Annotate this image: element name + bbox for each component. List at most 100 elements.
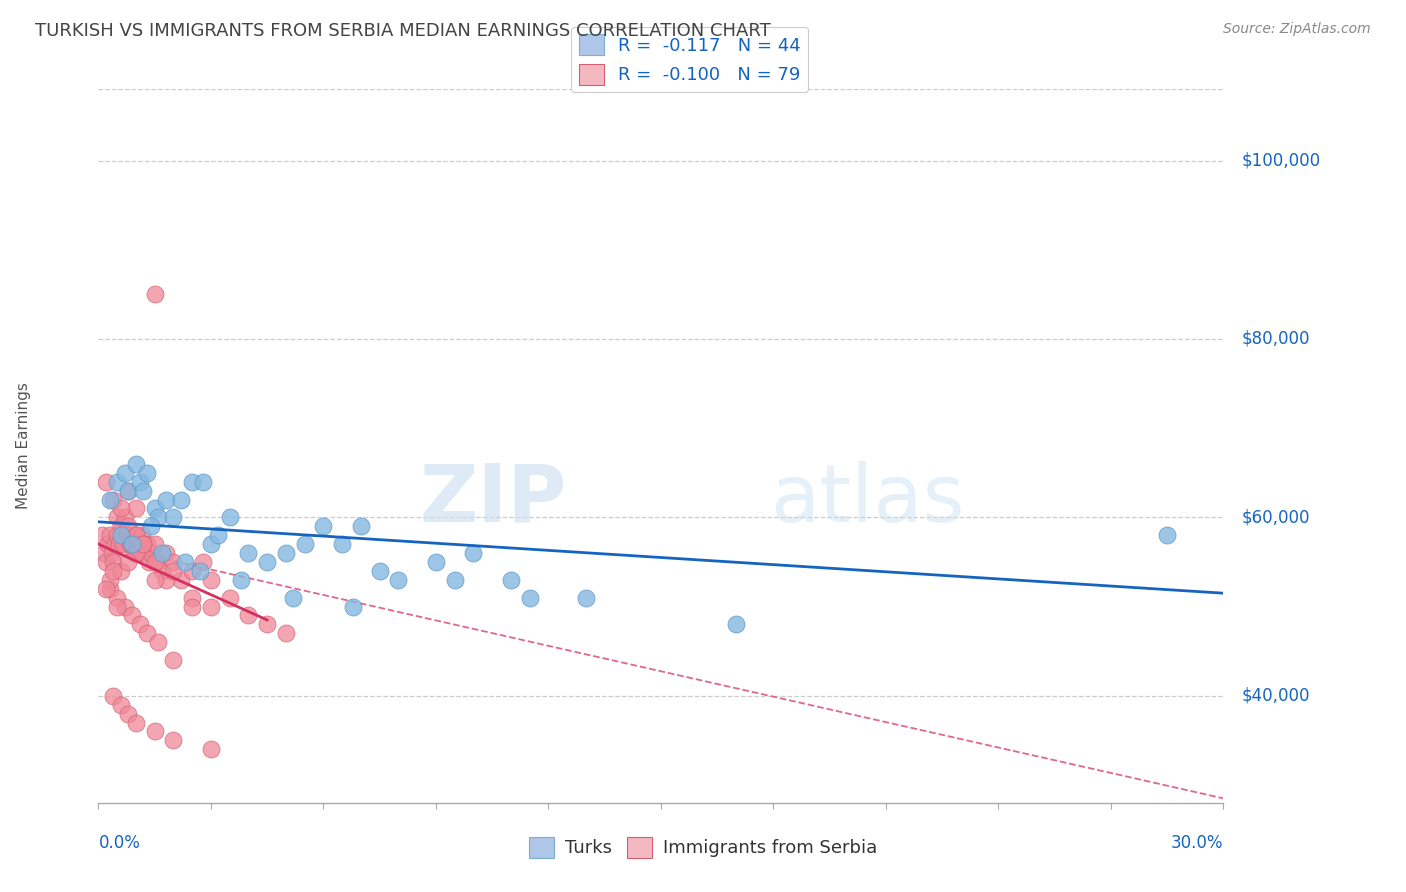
Point xyxy=(218,591,240,605)
Point xyxy=(110,564,132,578)
Point xyxy=(575,591,598,605)
Point xyxy=(162,555,184,569)
Point xyxy=(117,519,139,533)
Point xyxy=(105,591,128,605)
Point xyxy=(218,510,240,524)
Point xyxy=(110,698,132,712)
Point xyxy=(200,742,222,756)
Point xyxy=(143,724,166,739)
Point xyxy=(127,537,149,551)
Point xyxy=(256,617,278,632)
Point xyxy=(200,537,222,551)
Text: 30.0%: 30.0% xyxy=(1171,834,1223,852)
Point xyxy=(193,555,215,569)
Point xyxy=(111,537,134,551)
Point xyxy=(103,689,125,703)
Point xyxy=(155,546,177,560)
Point xyxy=(463,546,485,560)
Point xyxy=(162,510,184,524)
Point xyxy=(132,537,155,551)
Point xyxy=(238,546,260,560)
Point xyxy=(138,555,160,569)
Point xyxy=(121,608,143,623)
Point xyxy=(148,510,170,524)
Point xyxy=(94,475,117,489)
Point xyxy=(274,546,297,560)
Point xyxy=(121,537,143,551)
Point xyxy=(98,573,121,587)
Point xyxy=(125,501,148,516)
Point xyxy=(443,573,465,587)
Point xyxy=(148,635,170,649)
Point xyxy=(150,564,173,578)
Point xyxy=(110,501,132,516)
Point xyxy=(283,591,305,605)
Point xyxy=(143,537,166,551)
Text: atlas: atlas xyxy=(770,460,965,539)
Point xyxy=(181,475,204,489)
Point xyxy=(499,573,522,587)
Point xyxy=(193,475,215,489)
Point xyxy=(162,733,184,747)
Point xyxy=(342,599,364,614)
Point xyxy=(200,599,222,614)
Point xyxy=(143,287,166,301)
Point xyxy=(330,537,353,551)
Point xyxy=(94,555,117,569)
Point xyxy=(312,519,335,533)
Text: Source: ZipAtlas.com: Source: ZipAtlas.com xyxy=(1223,22,1371,37)
Point xyxy=(173,555,195,569)
Point xyxy=(132,537,155,551)
Point xyxy=(125,528,148,542)
Point xyxy=(100,546,122,560)
Point xyxy=(181,599,204,614)
Point xyxy=(117,706,139,721)
Text: TURKISH VS IMMIGRANTS FROM SERBIA MEDIAN EARNINGS CORRELATION CHART: TURKISH VS IMMIGRANTS FROM SERBIA MEDIAN… xyxy=(35,22,770,40)
Point xyxy=(93,546,115,560)
Text: Median Earnings: Median Earnings xyxy=(15,383,31,509)
Point xyxy=(162,653,184,667)
Point xyxy=(519,591,541,605)
Point xyxy=(181,564,204,578)
Point xyxy=(150,546,173,560)
Point xyxy=(98,582,121,596)
Legend: Turks, Immigrants from Serbia: Turks, Immigrants from Serbia xyxy=(522,830,884,865)
Point xyxy=(148,555,170,569)
Point xyxy=(136,537,159,551)
Point xyxy=(103,492,125,507)
Point xyxy=(387,573,409,587)
Point xyxy=(170,573,193,587)
Point xyxy=(97,537,120,551)
Point xyxy=(136,626,159,640)
Point xyxy=(724,617,747,632)
Point xyxy=(128,546,150,560)
Point xyxy=(256,555,278,569)
Point xyxy=(98,492,121,507)
Point xyxy=(117,483,139,498)
Point xyxy=(229,573,252,587)
Legend: R =  -0.117   N = 44, R =  -0.100   N = 79: R = -0.117 N = 44, R = -0.100 N = 79 xyxy=(571,27,808,92)
Point xyxy=(207,528,229,542)
Point xyxy=(188,564,211,578)
Point xyxy=(115,528,138,542)
Point xyxy=(139,519,162,533)
Point xyxy=(121,537,143,551)
Point xyxy=(117,483,139,498)
Point xyxy=(108,537,131,551)
Point xyxy=(120,537,142,551)
Point xyxy=(132,537,155,551)
Point xyxy=(132,483,155,498)
Point xyxy=(131,528,153,542)
Point xyxy=(105,528,128,542)
Point xyxy=(125,528,148,542)
Point xyxy=(350,519,373,533)
Point xyxy=(110,519,132,533)
Point xyxy=(114,466,136,480)
Point xyxy=(125,715,148,730)
Point xyxy=(139,546,162,560)
Point xyxy=(103,555,125,569)
Point xyxy=(104,537,127,551)
Point xyxy=(274,626,297,640)
Point xyxy=(1156,528,1178,542)
Point xyxy=(162,564,184,578)
